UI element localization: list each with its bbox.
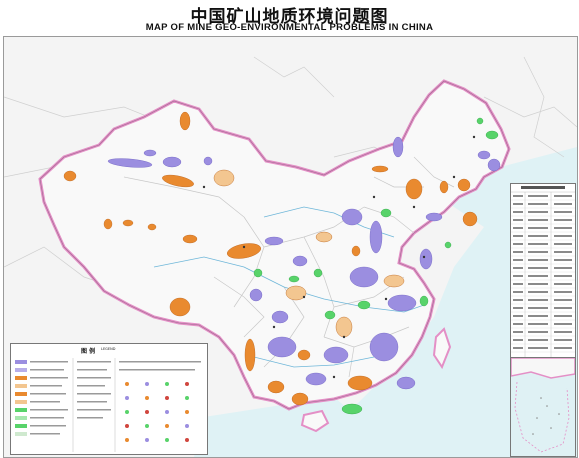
problem-area [103,218,113,230]
problem-area [291,392,309,406]
problem-area [213,169,235,187]
problem-area [179,111,191,131]
problem-area [396,376,416,390]
city-markers [202,135,476,379]
problem-area [444,241,452,249]
legend-content [15,358,201,452]
problem-area [63,170,77,182]
orange-problem-areas [63,111,478,406]
legend-symbol-grid [125,382,189,442]
sea-area [304,147,577,457]
problem-area [292,255,308,267]
problem-area [122,219,134,227]
hainan-island [300,409,330,433]
problem-area [285,285,307,301]
south-china-sea-inset [510,357,576,457]
problem-area [305,372,327,386]
map-frame: 图 例 LEGEND [3,36,578,458]
problem-area [349,266,379,288]
problem-area [341,208,363,226]
problem-area [297,349,311,361]
problem-area [267,336,297,358]
problem-area [324,310,336,320]
problem-area [347,375,373,391]
problem-area [162,156,182,168]
problem-area [419,248,433,270]
problem-area [182,234,198,244]
table-lines [511,186,575,382]
problem-area [419,295,429,307]
map-title-english: MAP OF MINE GEO-ENVIRONMENTAL PROBLEMS I… [145,22,434,33]
problem-area [477,150,491,160]
problem-area [476,117,484,125]
legend-swatches [15,360,27,436]
problem-area [288,275,300,283]
problem-area [227,243,261,259]
problem-area [264,236,284,246]
problem-area [383,274,405,288]
legend-text-lines [30,361,201,435]
problem-area [369,332,399,362]
problem-area [457,178,471,192]
problem-area [107,158,153,168]
china-border-line [39,80,510,410]
problem-area [143,149,157,157]
inset-map [511,358,575,453]
problem-area [147,223,157,231]
purple-problem-areas [107,136,501,390]
problem-area [253,268,263,278]
green-problem-areas [253,117,499,415]
problem-area [487,158,501,172]
problem-area [203,156,213,166]
problem-area [315,231,333,243]
problem-area [162,174,194,188]
problem-area [271,310,289,324]
taiwan-island [432,327,452,370]
legend-title-english: LEGEND [101,347,116,351]
problem-area [313,268,323,278]
problem-area [351,245,361,257]
problem-area [371,165,389,173]
problem-area [369,220,383,254]
problem-area [392,136,404,158]
china-map-svg [4,56,577,457]
problem-area [357,300,371,310]
problem-area [405,178,423,200]
map-title-chinese: 中国矿山地质环境问题图 [190,7,389,27]
problem-area [267,380,285,394]
problem-area [169,297,191,317]
problem-area [341,403,363,415]
problem-area [387,294,417,312]
problem-area [425,212,443,222]
problem-area [335,316,353,338]
problem-area [462,211,478,227]
legend-box: 图 例 LEGEND [10,343,208,455]
problem-area [380,208,392,218]
problem-data-table [510,183,576,383]
problem-area [323,346,349,364]
problem-area [249,288,263,302]
problem-area [439,180,449,194]
problem-area [244,338,256,372]
legend-title-chinese: 图 例 [81,348,96,355]
problem-area [485,130,499,140]
